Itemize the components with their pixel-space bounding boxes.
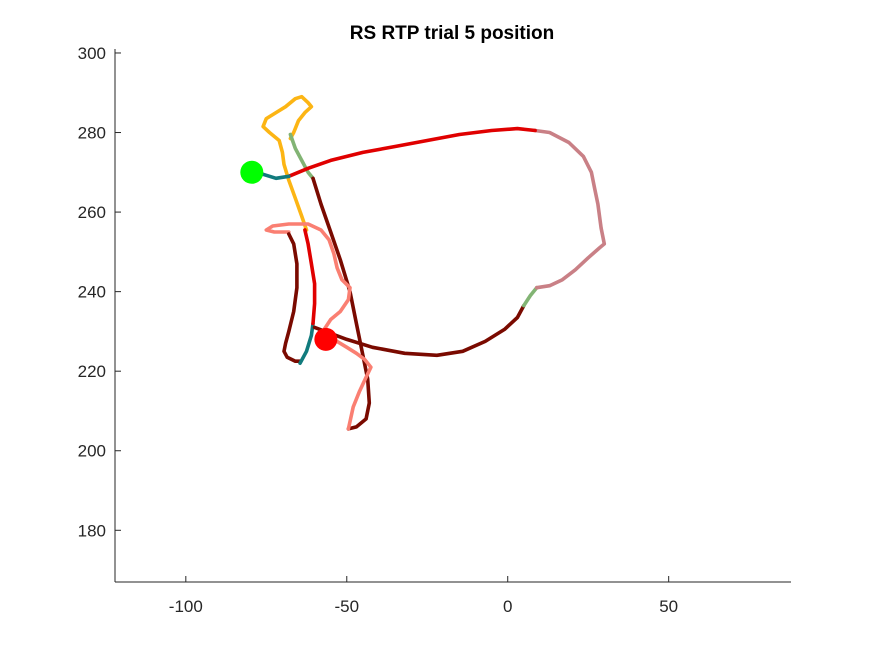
x-tick-label: 50 <box>659 597 678 616</box>
trace-segment-3 <box>311 176 372 431</box>
y-tick-label: 280 <box>78 124 106 143</box>
x-tick-label: -100 <box>169 597 203 616</box>
y-tick-label: 300 <box>78 44 106 63</box>
chart-title: RS RTP trial 5 position <box>350 23 554 44</box>
y-tick-label: 180 <box>78 521 106 540</box>
x-tick-label: -50 <box>334 597 359 616</box>
y-tick-label: 240 <box>78 283 106 302</box>
trace-segment-8 <box>312 303 526 358</box>
trace-segment-4 <box>264 222 373 431</box>
end-marker <box>314 327 338 351</box>
trace-segment-10 <box>533 128 607 290</box>
trace-segment-2 <box>288 132 315 181</box>
trace-segment-5 <box>282 232 302 363</box>
traces <box>251 94 607 431</box>
trace-segment-9 <box>522 285 539 308</box>
trace-segment-7 <box>303 228 317 326</box>
axes: -100 -50 0 50 180 200 220 240 260 280 300 <box>78 44 791 616</box>
y-tick-label: 200 <box>78 442 106 461</box>
start-marker <box>240 160 264 184</box>
markers <box>240 160 338 351</box>
y-tick-label: 260 <box>78 203 106 222</box>
trace-segment-11 <box>287 126 537 179</box>
x-tick-label: 0 <box>503 597 512 616</box>
trace-segment-6 <box>298 321 315 365</box>
y-tick-label: 220 <box>78 362 106 381</box>
